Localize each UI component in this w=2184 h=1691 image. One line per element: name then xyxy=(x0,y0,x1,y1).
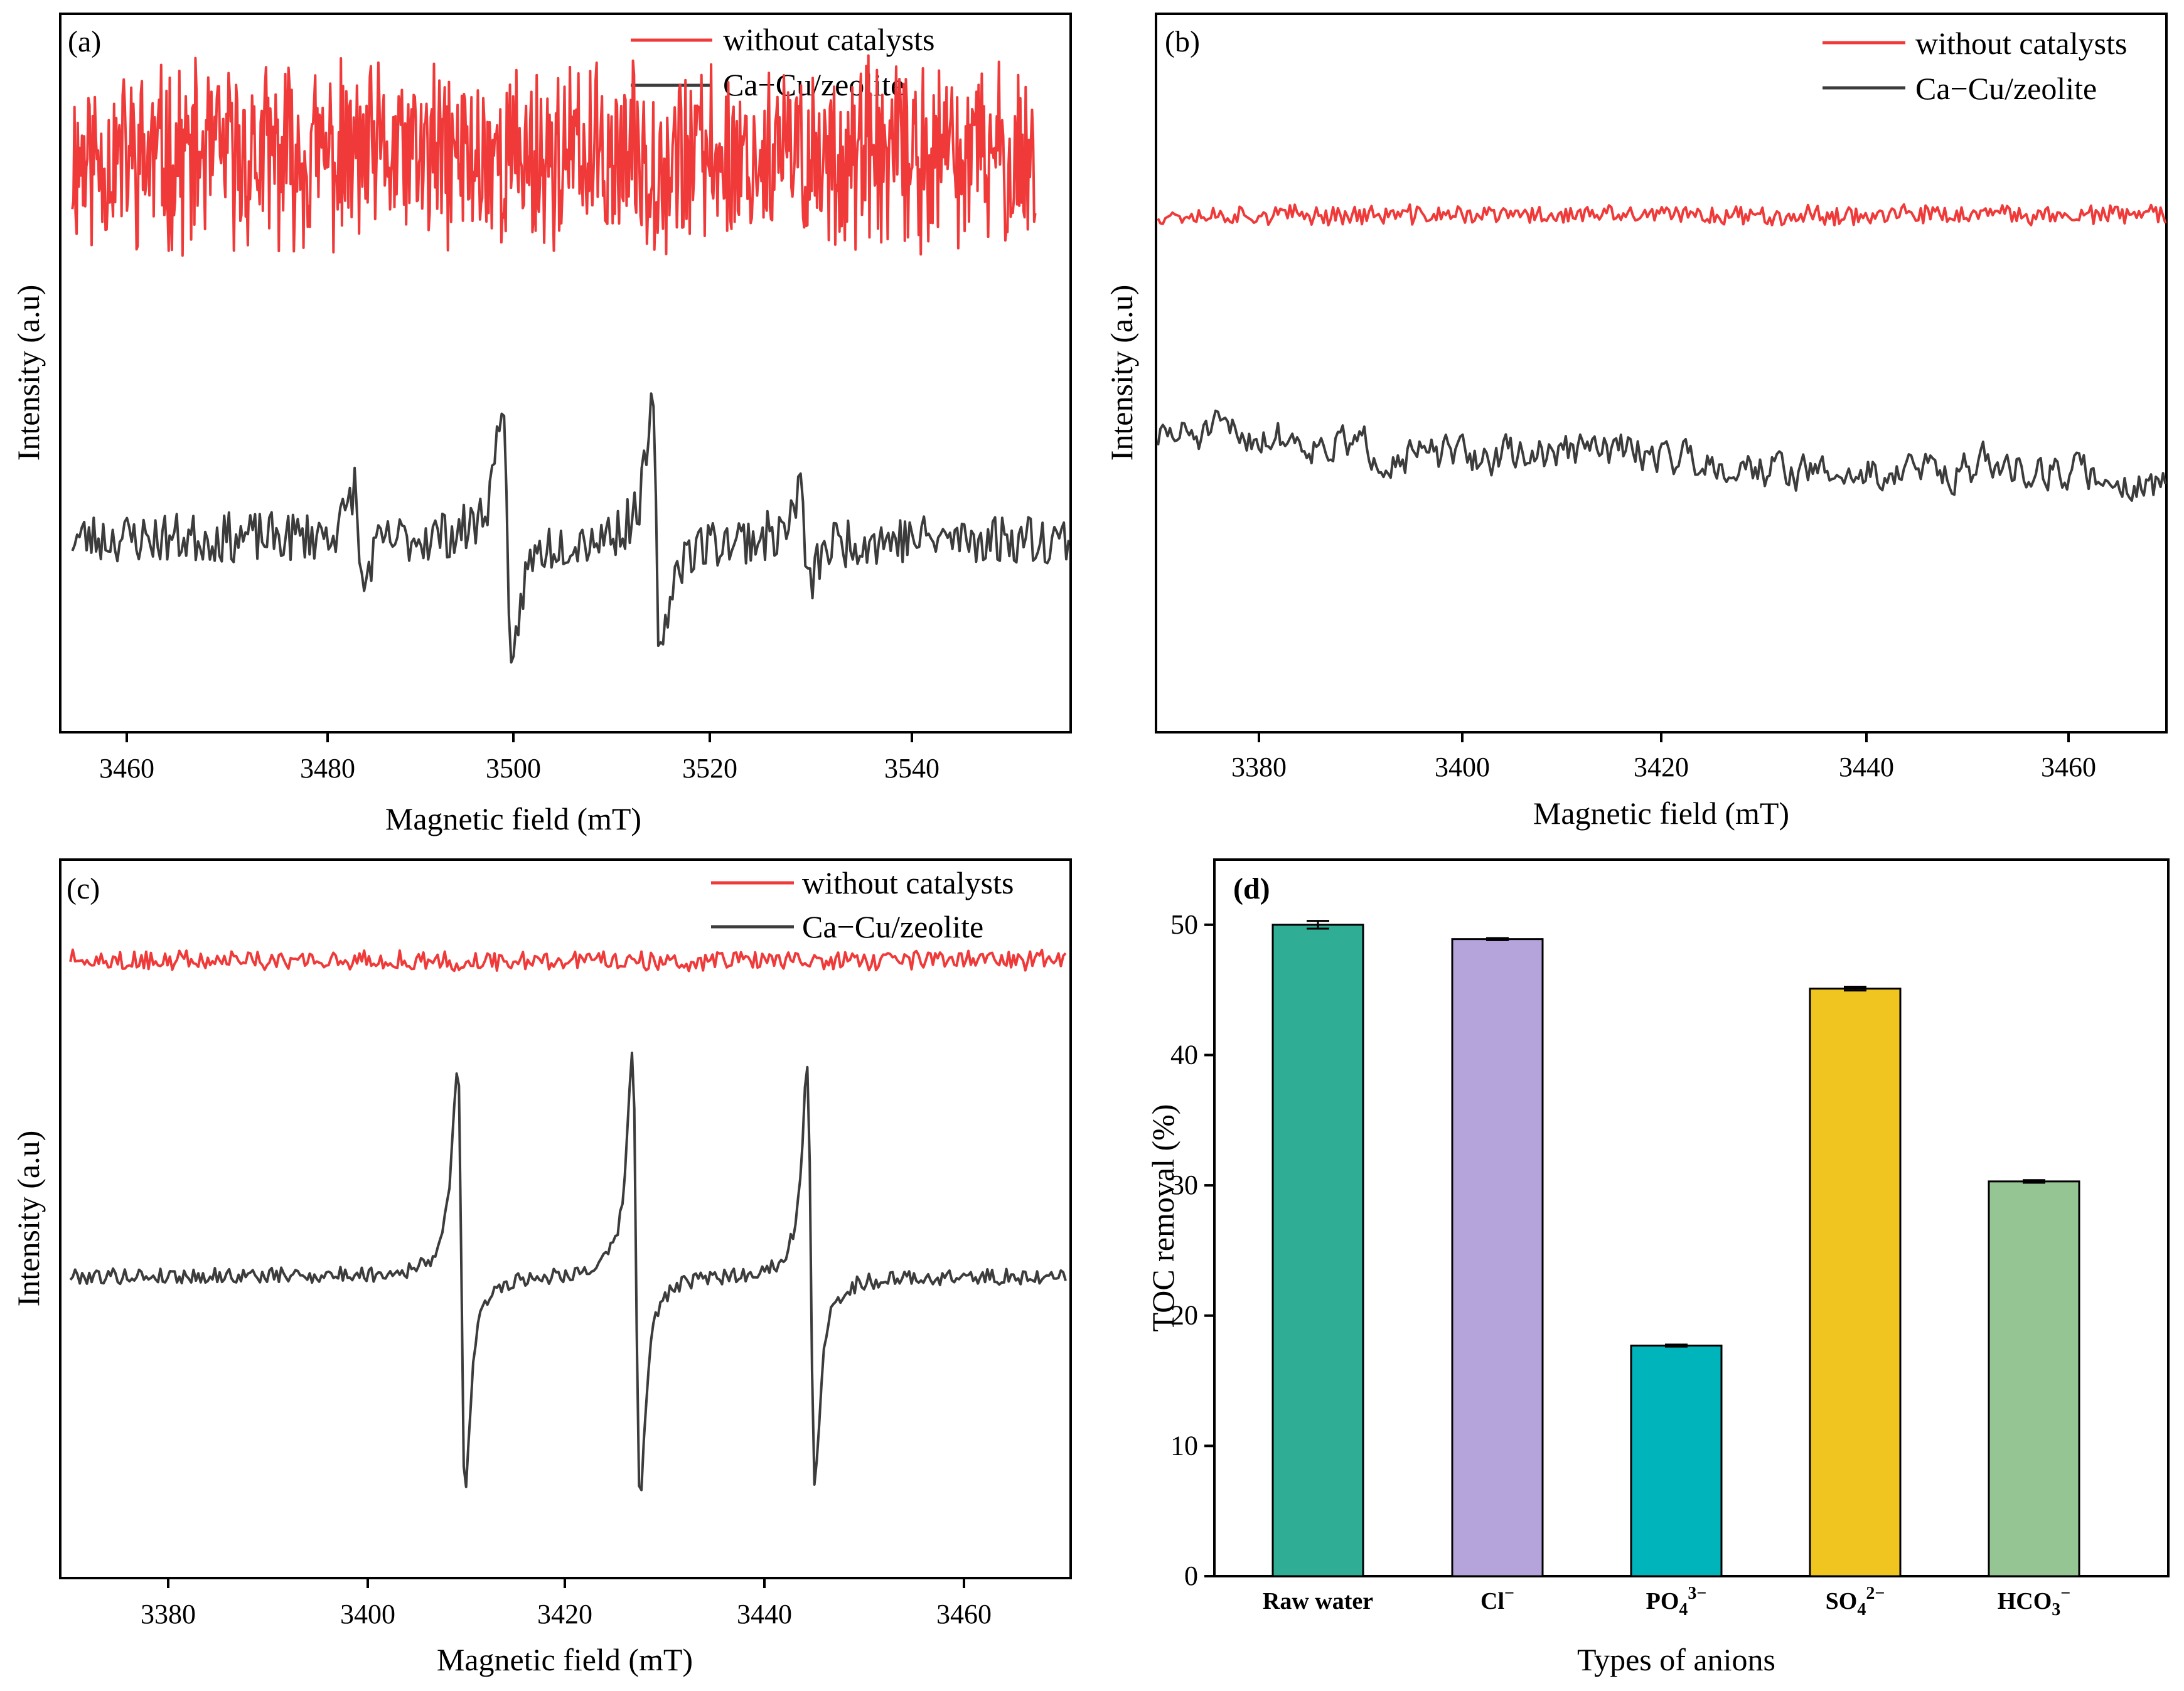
panel-b-xticks: 3380 3400 3420 3440 3460 xyxy=(1231,732,2096,782)
panel-d-bar-3 xyxy=(1809,988,1902,1577)
panel-c-series-ca-cu-zeolite xyxy=(69,1052,1067,1491)
panel-a-xtick-label-0: 3460 xyxy=(99,753,154,784)
panel-b: (b) Intensity (a.u) Magnetic field (mT) … xyxy=(1104,13,2168,831)
panel-a-label: (a) xyxy=(68,25,101,58)
panel-a-ylabel: Intensity (a.u) xyxy=(11,285,46,461)
panel-d-bar-0 xyxy=(1271,924,1364,1577)
panel-b-xlabel: Magnetic field (mT) xyxy=(1533,796,1789,831)
panel-d-ytick-label-3: 30 xyxy=(1170,1170,1198,1200)
panel-c-xtick-1: 3400 xyxy=(340,1578,395,1630)
panel-a-xlabel: Magnetic field (mT) xyxy=(385,801,641,836)
panel-a-legend-label-without: without catalysts xyxy=(723,22,934,57)
panel-d-ytick-label-5: 50 xyxy=(1170,909,1198,940)
panel-c-label: (c) xyxy=(67,872,100,905)
panel-a-xtick-1: 3480 xyxy=(300,732,355,784)
panel-b-xtick-2: 3420 xyxy=(1634,732,1689,782)
panel-d-errorbar-1 xyxy=(1486,937,1509,941)
panel-b-series-without-catalysts xyxy=(1157,203,2167,227)
panel-d-bar-1 xyxy=(1451,938,1544,1577)
panel-d-category-label-1: Cl− xyxy=(1480,1584,1514,1614)
panel-a: (a) Intensity (a.u) Magnetic field (mT) … xyxy=(11,13,1072,836)
panel-a-xtick-label-2: 3500 xyxy=(486,753,541,784)
panel-c-xtick-3: 3440 xyxy=(737,1578,792,1630)
panel-b-frame xyxy=(1155,13,2168,733)
panel-b-xtick-label-4: 3460 xyxy=(2041,752,2096,782)
panel-a-xticks: 3460 3480 3500 3520 3540 xyxy=(99,732,939,784)
panel-d-category-label-2: PO43− xyxy=(1646,1584,1707,1619)
panel-b-xtick-label-2: 3420 xyxy=(1634,752,1689,782)
panel-b-legend-label-without: without catalysts xyxy=(1915,26,2127,61)
panel-d-errorbar-0 xyxy=(1307,920,1329,930)
panel-c-xtick-2: 3420 xyxy=(537,1578,592,1630)
panel-a-xtick-label-3: 3520 xyxy=(682,753,737,784)
panel-d-category-labels: Raw water Cl− PO43− SO42− HCO3− xyxy=(1263,1584,2070,1619)
panel-a-frame xyxy=(59,13,1072,733)
panel-d-ylabel: TOC removal (%) xyxy=(1145,1104,1180,1332)
panel-c-xticks: 3380 3400 3420 3440 3460 xyxy=(141,1578,992,1630)
panel-c-ylabel: Intensity (a.u) xyxy=(11,1131,46,1306)
panel-d-label: (d) xyxy=(1233,872,1270,905)
panel-b-ylabel: Intensity (a.u) xyxy=(1104,285,1139,461)
panel-c: (c) Intensity (a.u) Magnetic field (mT) … xyxy=(11,858,1072,1677)
panel-c-legend-label-with: Ca−Cu/zeolite xyxy=(802,909,983,944)
panel-d-bar-4 xyxy=(1988,1180,2080,1577)
panel-a-xtick-label-1: 3480 xyxy=(300,753,355,784)
panel-d-bar-2 xyxy=(1630,1344,1723,1577)
panel-c-xlabel: Magnetic field (mT) xyxy=(437,1642,693,1677)
panel-d-category-label-3: SO42− xyxy=(1826,1584,1885,1619)
panel-a-xtick-label-4: 3540 xyxy=(884,753,939,784)
panel-c-frame xyxy=(59,858,1072,1579)
panel-d-ytick-label-1: 10 xyxy=(1170,1430,1198,1461)
panel-b-xtick-3: 3440 xyxy=(1839,732,1894,782)
panel-d-yticks: 0 10 20 30 40 50 xyxy=(1170,909,1214,1591)
panel-c-legend: without catalysts Ca−Cu/zeolite xyxy=(711,865,1014,944)
panel-b-xtick-label-1: 3400 xyxy=(1435,752,1490,782)
panel-d-ytick-label-0: 0 xyxy=(1184,1560,1198,1591)
panel-b-label: (b) xyxy=(1165,25,1200,58)
panel-c-xtick-label-4: 3460 xyxy=(936,1599,992,1630)
panel-a-series-without-catalysts xyxy=(71,54,1037,257)
panel-b-xtick-4: 3460 xyxy=(2041,732,2096,782)
panel-c-xtick-0: 3380 xyxy=(141,1578,196,1630)
panel-c-xtick-label-1: 3400 xyxy=(340,1599,395,1630)
panel-d-errorbar-4 xyxy=(2023,1179,2045,1184)
panel-d-category-label-4: HCO3− xyxy=(1998,1584,2071,1619)
panel-b-xtick-label-3: 3440 xyxy=(1839,752,1894,782)
panel-c-legend-label-without: without catalysts xyxy=(802,865,1014,900)
panel-a-series-ca-cu-zeolite xyxy=(71,392,1070,664)
panel-a-xtick-0: 3460 xyxy=(99,732,154,784)
panel-c-xtick-label-3: 3440 xyxy=(737,1599,792,1630)
panel-a-xtick-3: 3520 xyxy=(682,732,737,784)
panel-b-legend-label-with: Ca−Cu/zeolite xyxy=(1915,71,2097,106)
panel-a-xtick-2: 3500 xyxy=(486,732,541,784)
panel-d-category-label-0: Raw water xyxy=(1263,1588,1373,1614)
panel-b-xtick-1: 3400 xyxy=(1435,732,1490,782)
panel-d-errorbar-2 xyxy=(1665,1343,1688,1348)
panel-d-errorbar-3 xyxy=(1844,985,1866,992)
panel-c-series-without-catalysts xyxy=(69,948,1067,973)
panel-d: (d) TOC removal (%) Types of anions 0 10 2… xyxy=(1145,858,2170,1677)
panel-b-xtick-label-0: 3380 xyxy=(1231,752,1287,782)
panel-d-ytick-label-4: 40 xyxy=(1170,1039,1198,1070)
panel-d-bars xyxy=(1271,920,2080,1577)
panel-c-xtick-4: 3460 xyxy=(936,1578,992,1630)
panel-d-xlabel: Types of anions xyxy=(1577,1642,1775,1677)
panel-a-xtick-4: 3540 xyxy=(884,732,939,784)
panel-b-legend: without catalysts Ca−Cu/zeolite xyxy=(1823,26,2127,106)
panel-c-xtick-label-0: 3380 xyxy=(141,1599,196,1630)
panel-d-ytick-label-2: 20 xyxy=(1170,1300,1198,1331)
panel-c-xtick-label-2: 3420 xyxy=(537,1599,592,1630)
panel-b-xtick-0: 3380 xyxy=(1231,732,1287,782)
panel-b-series-ca-cu-zeolite xyxy=(1157,409,2167,502)
